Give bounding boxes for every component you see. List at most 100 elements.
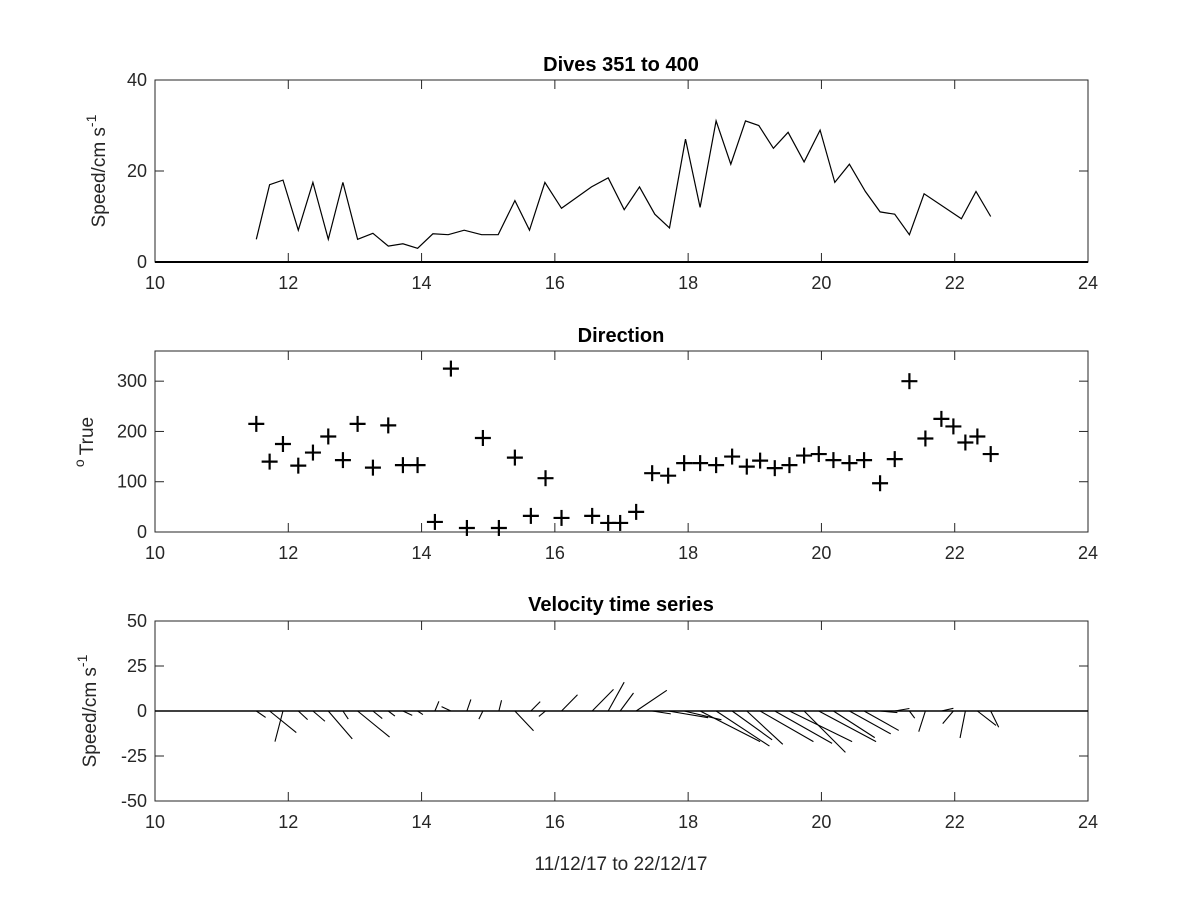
- velocity-vector: [478, 710, 484, 720]
- x-tick-label: 10: [145, 812, 165, 832]
- velocity-vector: [498, 700, 503, 712]
- y-tick-label: 100: [117, 472, 147, 492]
- velocity-vector: [731, 710, 773, 741]
- direction-point: [506, 449, 523, 466]
- direction-point: [426, 513, 443, 530]
- y-tick-label: 200: [117, 421, 147, 441]
- direction-point: [781, 457, 798, 474]
- direction-point: [957, 434, 974, 451]
- x-tick-label: 12: [278, 273, 298, 293]
- velocity-vector: [372, 710, 383, 719]
- velocity-marks: [155, 681, 1088, 753]
- direction-point: [334, 452, 351, 469]
- y-tick-label: -25: [121, 746, 147, 766]
- direction-marks: [248, 360, 999, 536]
- velocity-vector: [863, 710, 900, 731]
- velocity-x-ticks: 10 12 14 16 18 20 22 24: [145, 621, 1098, 832]
- velocity-vector: [652, 710, 671, 715]
- direction-point: [628, 503, 645, 520]
- y-tick-label: 50: [127, 611, 147, 631]
- direction-point: [474, 429, 491, 446]
- velocity-vector: [803, 710, 846, 753]
- velocity-vector: [327, 710, 353, 740]
- velocity-vector: [434, 701, 440, 712]
- velocity-panel: Velocity time series Speed/cm s-1 11/12/…: [74, 594, 1098, 875]
- y-tick-label: 0: [137, 252, 147, 272]
- x-tick-label: 16: [545, 273, 565, 293]
- speed-y-ticks: 0 20 40: [127, 70, 1088, 272]
- velocity-vector: [699, 710, 761, 743]
- x-tick-label: 14: [412, 273, 432, 293]
- velocity-vector: [818, 710, 877, 743]
- velocity-vector: [312, 710, 326, 722]
- direction-point: [304, 444, 321, 461]
- y-tick-label: 40: [127, 70, 147, 90]
- direction-point: [738, 458, 755, 475]
- velocity-vector: [417, 710, 424, 716]
- velocity-y-label: Speed/cm s-1: [74, 654, 101, 767]
- direction-y-label: oTrue: [71, 417, 98, 467]
- velocity-vector: [918, 710, 926, 732]
- direction-point: [320, 428, 337, 445]
- x-tick-label: 24: [1078, 273, 1098, 293]
- x-tick-label: 20: [811, 812, 831, 832]
- velocity-vector: [908, 710, 916, 719]
- velocity-vector: [297, 710, 308, 721]
- velocity-vector: [880, 710, 898, 714]
- direction-point: [810, 446, 827, 463]
- direction-point: [380, 417, 397, 434]
- x-tick-label: 16: [545, 543, 565, 563]
- x-tick-label: 18: [678, 543, 698, 563]
- x-tick-label: 10: [145, 543, 165, 563]
- direction-point: [945, 418, 962, 435]
- direction-point: [248, 415, 265, 432]
- velocity-vector: [774, 710, 833, 744]
- velocity-vector: [538, 710, 546, 717]
- velocity-vector: [561, 694, 578, 712]
- direction-point: [349, 415, 366, 432]
- y-tick-label: 0: [137, 522, 147, 542]
- x-tick-label: 10: [145, 273, 165, 293]
- direction-point: [584, 507, 601, 524]
- direction-point: [872, 475, 889, 492]
- velocity-vector: [715, 710, 770, 747]
- y-tick-label: 300: [117, 371, 147, 391]
- y-tick-label: -50: [121, 791, 147, 811]
- velocity-vector: [402, 710, 413, 716]
- velocity-title: Velocity time series: [528, 594, 714, 616]
- x-tick-label: 12: [278, 812, 298, 832]
- direction-x-ticks: 10 12 14 16 18 20 22 24: [145, 351, 1098, 563]
- direction-point: [644, 465, 661, 482]
- x-tick-label: 22: [945, 812, 965, 832]
- x-tick-label: 22: [945, 543, 965, 563]
- x-tick-label: 20: [811, 273, 831, 293]
- y-tick-label: 0: [137, 701, 147, 721]
- direction-point: [796, 447, 813, 464]
- x-tick-label: 22: [945, 273, 965, 293]
- direction-point: [458, 519, 475, 536]
- velocity-vector: [849, 710, 892, 735]
- direction-point: [825, 452, 842, 469]
- velocity-vector: [514, 710, 534, 732]
- x-tick-label: 16: [545, 812, 565, 832]
- direction-axes-box: [154, 350, 1089, 533]
- direction-point: [274, 436, 291, 453]
- velocity-vector: [759, 710, 814, 743]
- direction-point: [553, 509, 570, 526]
- velocity-y-ticks: -50 -25 0 25 50: [121, 611, 1088, 811]
- direction-point: [708, 457, 725, 474]
- x-tick-label: 24: [1078, 543, 1098, 563]
- velocity-vector: [789, 710, 853, 743]
- velocity-vector: [607, 681, 625, 712]
- x-tick-label: 24: [1078, 812, 1098, 832]
- x-tick-label: 14: [412, 812, 432, 832]
- velocity-vector: [977, 710, 997, 726]
- velocity-vector: [635, 689, 668, 712]
- velocity-vector: [466, 699, 472, 712]
- direction-point: [394, 457, 411, 474]
- direction-point: [752, 452, 769, 469]
- velocity-vector: [990, 710, 1000, 728]
- direction-point: [261, 453, 278, 470]
- direction-point: [676, 455, 693, 472]
